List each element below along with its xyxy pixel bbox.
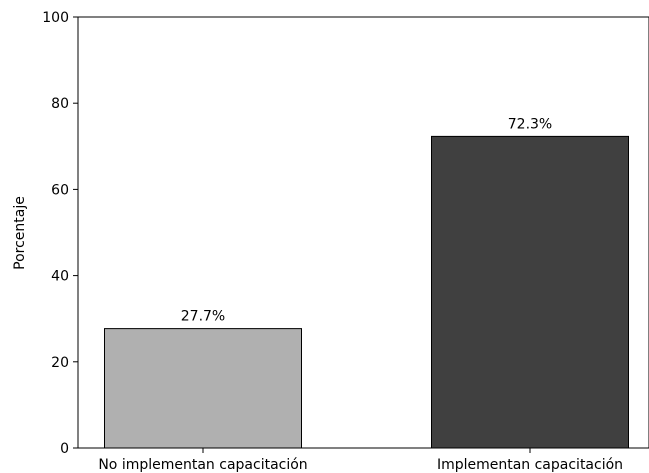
- bar: [104, 328, 302, 449]
- y-tick-label: 100: [42, 10, 69, 26]
- bar-value-label: 72.3%: [508, 116, 552, 132]
- y-axis-label: Porcentaje: [12, 196, 28, 270]
- y-tick-label: 60: [51, 182, 69, 198]
- x-axis-ticks: No implementan capacitación Implementan c…: [98, 448, 623, 473]
- x-tick-label: No implementan capacitación: [98, 457, 307, 473]
- bar-value-label: 27.7%: [181, 309, 225, 325]
- y-tick-label: 80: [51, 96, 69, 112]
- bars: [104, 135, 629, 449]
- plot-frame: [77, 16, 649, 449]
- y-tick-label: 20: [51, 355, 69, 371]
- x-tick-label: Implementan capacitación: [437, 457, 623, 473]
- bar-value-labels: 27.7% 72.3%: [181, 116, 552, 324]
- y-tick-label: 40: [51, 269, 69, 285]
- bar: [431, 135, 629, 449]
- y-tick-label: 0: [60, 441, 69, 457]
- y-axis-ticks: 0 20 40 60 80 100: [42, 10, 78, 457]
